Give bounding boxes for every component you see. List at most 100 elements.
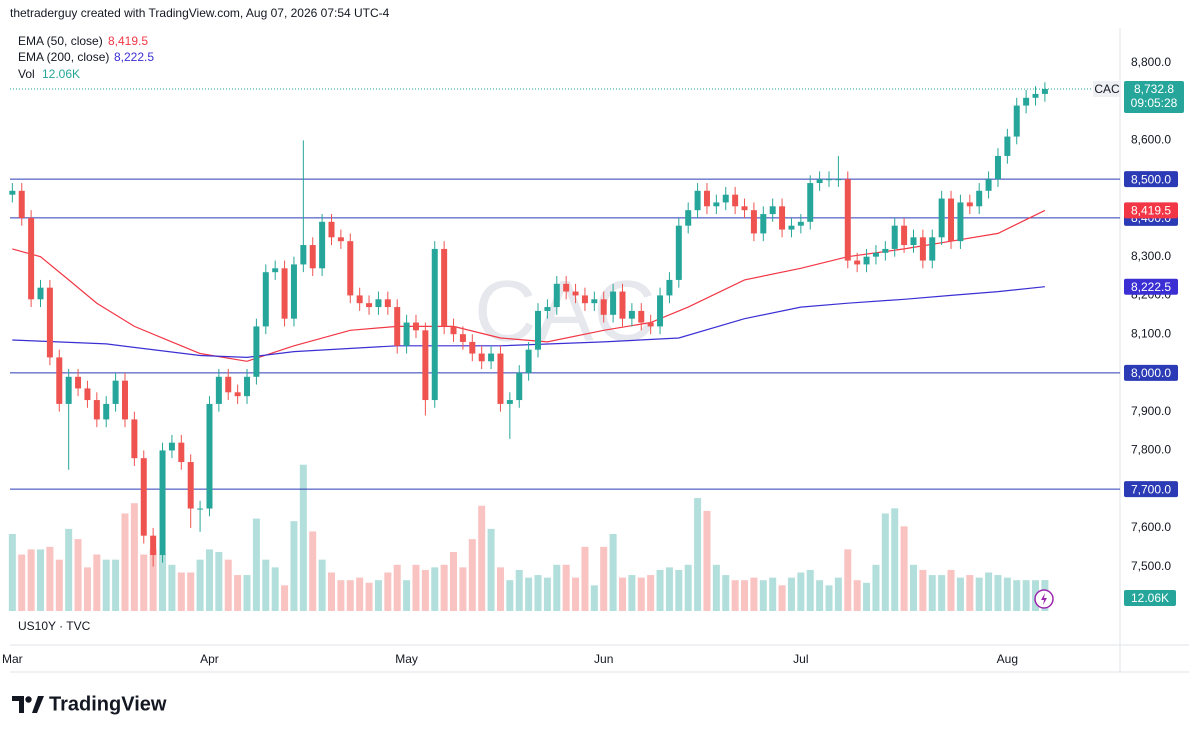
candle-body (1032, 93, 1039, 98)
volume-bar (468, 539, 476, 611)
legend-value: 8,419.5 (108, 34, 148, 48)
volume-bar (309, 531, 317, 611)
tv-logo: TradingView (12, 693, 167, 715)
candle-body (882, 248, 889, 253)
volume-bar (93, 554, 101, 611)
volume-bar (177, 572, 185, 611)
volume-bar (252, 518, 260, 611)
candle-body (826, 179, 833, 181)
volume-bar (834, 577, 842, 611)
candle-body (957, 202, 964, 242)
volume-bar (506, 580, 514, 611)
candle-body (610, 291, 617, 315)
volume-bar (55, 559, 63, 611)
volume-bar (844, 549, 852, 611)
candle-body (1013, 105, 1020, 137)
candle-body (478, 353, 485, 362)
volume-bar (778, 585, 786, 611)
legend-value: 12.06K (42, 67, 80, 81)
candle-body (441, 248, 448, 327)
y-tick-label: 8,600.0 (1131, 133, 1171, 147)
volume-bar (966, 575, 974, 611)
symbol-label: CAC (1094, 82, 1120, 96)
candle-body (788, 225, 795, 230)
volume-bar (159, 554, 167, 611)
volume-bar (140, 554, 148, 611)
volume-bar (459, 567, 467, 611)
volume-bar (374, 580, 382, 611)
volume-bar (412, 564, 420, 611)
volume-bar (534, 575, 542, 611)
candle-body (422, 330, 429, 401)
candle-body (506, 400, 513, 404)
candle-body (140, 458, 147, 536)
volume-bar (825, 585, 833, 611)
candle-body (807, 183, 814, 222)
volume-bar (581, 546, 589, 611)
volume-bar (618, 577, 626, 611)
last-price-label: 8,732.8 (1134, 82, 1174, 96)
volume-bar (750, 577, 758, 611)
candle-body (150, 535, 157, 556)
x-tick-label: Mar (2, 652, 23, 666)
volume-bar (947, 569, 955, 611)
volume-bar (637, 577, 645, 611)
candle-body (412, 322, 419, 331)
candle-body (309, 245, 316, 269)
price-badge (1124, 80, 1184, 113)
candle-body (516, 372, 523, 401)
volume-bar (403, 580, 411, 611)
candle-body (948, 198, 955, 242)
volume-bar (891, 508, 899, 611)
volume-bar (703, 510, 711, 611)
volume-bar (656, 569, 664, 611)
candle-body (722, 194, 729, 203)
y-tick-label: 8,300.0 (1131, 249, 1171, 263)
candle-body (121, 380, 128, 420)
candle-body (854, 260, 861, 265)
candle-body (253, 326, 260, 377)
candle-body (75, 376, 82, 389)
candle-body (581, 295, 588, 304)
volume-bar (872, 564, 880, 611)
candle-body (488, 353, 495, 362)
volume-bar (881, 513, 889, 611)
volume-bar (365, 582, 373, 611)
candle-body (328, 221, 335, 238)
volume-bar (37, 549, 45, 611)
level-label: 8,500.0 (1131, 172, 1171, 186)
candle-body (760, 214, 767, 234)
candle-body (863, 256, 870, 265)
chart-back: CAC (8, 264, 1049, 611)
candle-body (375, 299, 382, 308)
candle-body (694, 190, 701, 211)
countdown-label: 09:05:28 (1131, 96, 1178, 110)
candle-body (657, 295, 664, 327)
volume-bar (130, 503, 138, 611)
ema-badge-label: 8,419.5 (1131, 204, 1171, 218)
y-tick-label: 8,100.0 (1131, 326, 1171, 340)
level-badge (1124, 481, 1178, 498)
candle-body (431, 248, 438, 401)
volume-bar (337, 580, 345, 611)
volume-bar (853, 580, 861, 611)
volume-badge-label: 12.06K (1131, 591, 1169, 605)
volume-bar (994, 575, 1002, 611)
alert-bolt (1041, 593, 1047, 605)
candle-body (769, 206, 776, 215)
lightning-icon[interactable] (1034, 589, 1054, 609)
candle-body (46, 287, 53, 358)
candle-body (384, 299, 391, 308)
volume-bar (928, 575, 936, 611)
candle-body (713, 202, 720, 207)
candle-body (56, 357, 63, 404)
candle-body (600, 299, 607, 315)
volume-badge (1124, 590, 1176, 607)
candle-body (356, 295, 363, 304)
candle-body (244, 376, 251, 397)
candle-body (225, 376, 232, 393)
candle-body (553, 283, 560, 308)
volume-bar (271, 567, 279, 611)
level-label: 8,000.0 (1131, 366, 1171, 380)
